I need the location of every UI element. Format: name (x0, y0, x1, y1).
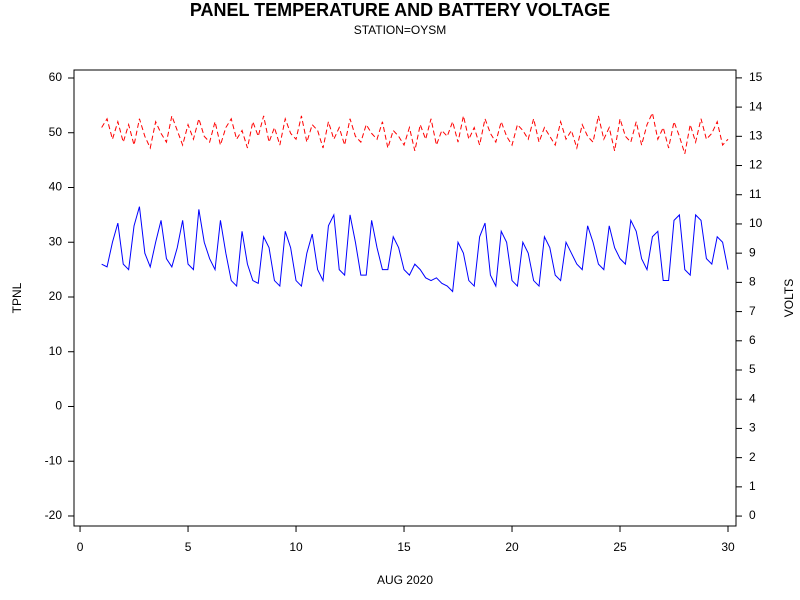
y-tick-label: 40 (49, 180, 63, 194)
y2-axis-label: VOLTS (782, 279, 796, 317)
x-axis-label: AUG 2020 (377, 573, 433, 587)
y2-tick-label: 0 (749, 508, 756, 522)
y-tick-label: 50 (49, 125, 63, 139)
y2-tick-label: 3 (749, 421, 756, 435)
y-tick-label: 0 (55, 399, 62, 413)
y2-tick-label: 8 (749, 275, 756, 289)
x-tick-label: 5 (185, 540, 192, 554)
x-tick-label: 10 (289, 540, 303, 554)
y-tick-label: 20 (49, 289, 63, 303)
y-tick-label: 10 (49, 344, 63, 358)
x-tick-label: 25 (613, 540, 627, 554)
y2-tick-label: 6 (749, 333, 756, 347)
y-tick-label: 30 (49, 234, 63, 248)
x-tick-label: 0 (77, 540, 84, 554)
y2-tick-label: 14 (749, 99, 763, 113)
x-tick-label: 15 (397, 540, 411, 554)
y2-tick-label: 7 (749, 304, 756, 318)
y2-tick-label: 1 (749, 479, 756, 493)
y2-tick-label: 13 (749, 128, 763, 142)
y-tick-label: 60 (49, 70, 63, 84)
y2-tick-label: 9 (749, 245, 756, 259)
y2-tick-label: 11 (749, 187, 762, 201)
y2-tick-label: 12 (749, 158, 763, 172)
y-tick-label: -10 (45, 453, 63, 467)
y2-tick-label: 15 (749, 70, 763, 84)
data-line (101, 111, 729, 154)
y-tick-label: -20 (45, 508, 63, 522)
x-tick-label: 20 (505, 540, 519, 554)
chart-title: PANEL TEMPERATURE AND BATTERY VOLTAGE (190, 0, 610, 20)
x-tick-label: 30 (721, 540, 735, 554)
data-line (101, 206, 729, 293)
chart-subtitle: STATION=OYSM (354, 23, 447, 37)
y2-tick-label: 2 (749, 450, 756, 464)
y-axis-label: TPNL (10, 282, 24, 313)
y2-tick-label: 5 (749, 362, 756, 376)
y2-tick-label: 10 (749, 216, 763, 230)
plot-frame (73, 69, 737, 527)
y2-tick-label: 4 (749, 391, 756, 405)
